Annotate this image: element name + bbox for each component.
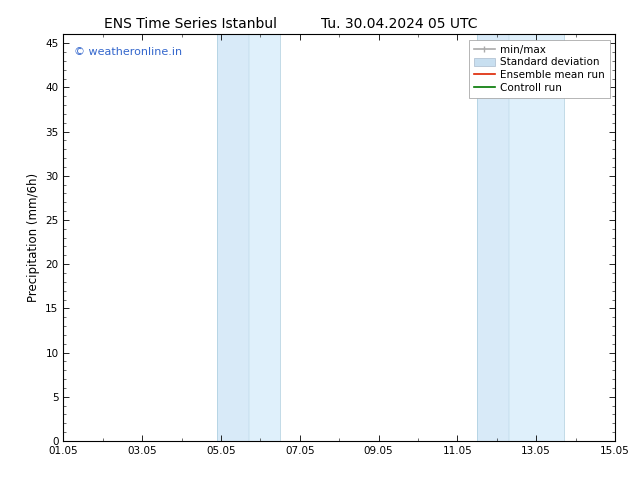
Legend: min/max, Standard deviation, Ensemble mean run, Controll run: min/max, Standard deviation, Ensemble me…	[469, 40, 610, 98]
Y-axis label: Precipitation (mm/6h): Precipitation (mm/6h)	[27, 173, 40, 302]
Text: © weatheronline.in: © weatheronline.in	[74, 47, 183, 56]
Bar	[217, 34, 249, 441]
Bar	[477, 34, 508, 441]
Text: Tu. 30.04.2024 05 UTC: Tu. 30.04.2024 05 UTC	[321, 17, 477, 31]
Text: ENS Time Series Istanbul: ENS Time Series Istanbul	[104, 17, 276, 31]
Bar	[508, 34, 564, 441]
Bar	[249, 34, 280, 441]
